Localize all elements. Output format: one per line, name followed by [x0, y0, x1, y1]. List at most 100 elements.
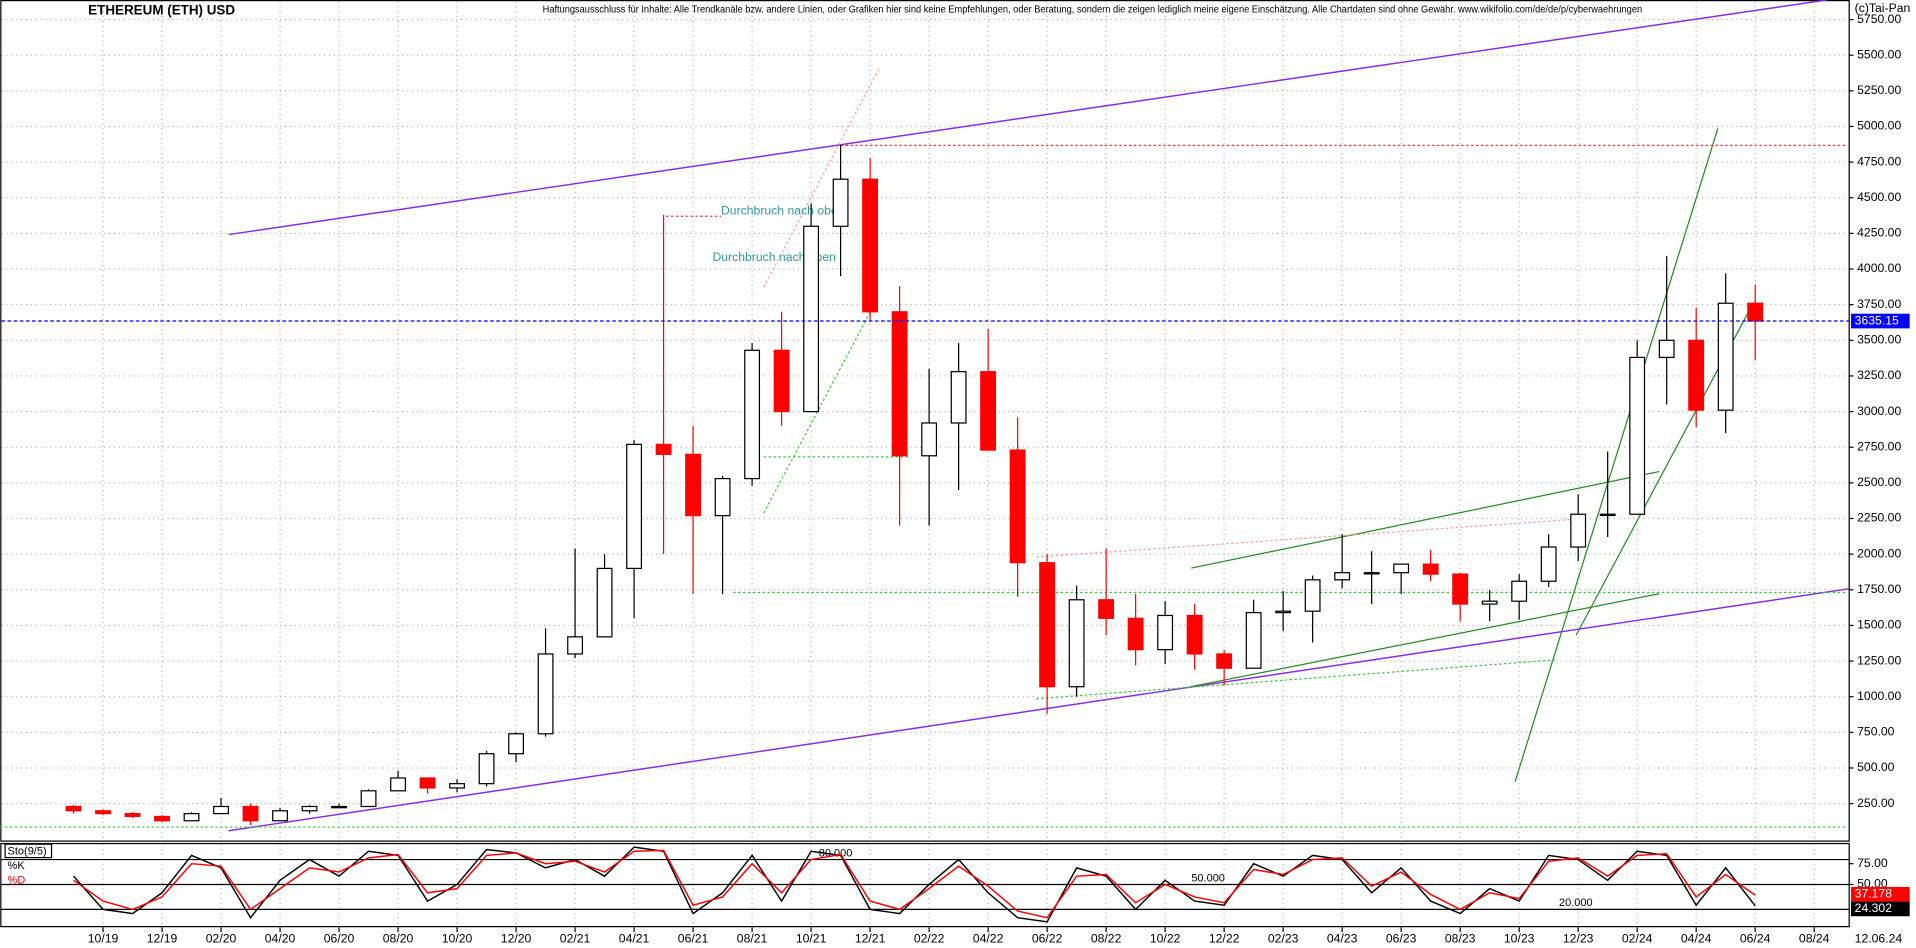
candle-body [95, 810, 111, 815]
y-tick-label: 2500.00 [1857, 475, 1901, 489]
chart-title: ETHEREUM (ETH) USD [88, 3, 235, 18]
candle-body [419, 777, 436, 789]
trend-line [1191, 470, 1660, 569]
candle-body [1127, 617, 1144, 651]
candle-body [685, 453, 702, 517]
candle-body [1452, 573, 1469, 605]
x-tick-label: 08/22 [1091, 932, 1122, 946]
trend-line [228, 588, 1849, 832]
candle-body [626, 443, 643, 570]
candle-body [1216, 653, 1233, 669]
x-tick-label: 02/23 [1268, 932, 1299, 946]
candle-body [213, 805, 229, 815]
y-tick-label: 2250.00 [1857, 511, 1901, 525]
candle-body [1629, 356, 1646, 515]
x-tick-label: 10/21 [796, 932, 827, 946]
candle-body [1245, 611, 1262, 669]
candle-body [655, 443, 672, 455]
candle-body [832, 178, 849, 227]
x-tick-label: 04/23 [1327, 932, 1358, 946]
x-tick-label: 02/20 [206, 932, 237, 946]
candle-body [1570, 513, 1587, 548]
candle-body [449, 783, 466, 789]
candle-body [1599, 513, 1616, 517]
x-tick-label: 12/23 [1563, 932, 1594, 946]
y-tick-label: 750.00 [1857, 725, 1895, 739]
x-tick-label: 06/22 [1032, 932, 1063, 946]
last-value-box [1851, 886, 1910, 902]
candle-body [1334, 572, 1351, 581]
x-tick-label: 12/20 [501, 932, 532, 946]
x-tick-label: 12/22 [1209, 932, 1240, 946]
x-tick-label: 04/20 [265, 932, 296, 946]
y-tick-label: 1750.00 [1857, 582, 1901, 596]
x-tick-label: 02/22 [914, 932, 945, 946]
x-tick-label: 04/24 [1681, 932, 1712, 946]
x-tick-label: 10/22 [1150, 932, 1181, 946]
trend-line [1191, 593, 1660, 688]
y-tick-label: 2000.00 [1857, 546, 1901, 560]
price-panel [0, 0, 1850, 842]
x-tick-label: 02/24 [1622, 932, 1653, 946]
candle-body [921, 422, 938, 457]
x-tick-label: 08/20 [383, 932, 414, 946]
last-value-label: 37.178 [1855, 886, 1893, 900]
candle-body [862, 178, 879, 313]
date-label: 12.06.24 [1855, 932, 1903, 946]
candle-body [1009, 449, 1026, 564]
indicator-title: Sto(9/5) [8, 845, 47, 857]
source: (c)Tai-Pan [1855, 1, 1911, 15]
candle-body [567, 636, 584, 655]
candle-body [1304, 579, 1321, 612]
candle-body [124, 813, 141, 818]
last-value-label: 24.302 [1855, 901, 1893, 915]
candle-body [301, 805, 318, 812]
candle-body [508, 733, 525, 755]
last-price-label: 3635.15 [1855, 313, 1899, 327]
stochastic-line [73, 849, 1756, 919]
candle-body [773, 349, 790, 413]
candle-body [891, 311, 908, 457]
candle-body [1393, 563, 1410, 574]
x-tick-label: 10/23 [1504, 932, 1535, 946]
trend-lines [0, 0, 1849, 832]
x-tick-label: 06/23 [1386, 932, 1417, 946]
candle-body [242, 805, 259, 822]
y-tick-label: 2750.00 [1857, 439, 1901, 453]
candle-body [183, 813, 200, 822]
y-tick-label: 5250.00 [1857, 83, 1901, 97]
candle-body [714, 477, 731, 517]
candle-body [65, 805, 82, 812]
indicator-box [4, 843, 53, 859]
x-tick-label: 08/21 [737, 932, 768, 946]
candle-body [1511, 580, 1528, 602]
y-tick-label: 250.00 [1857, 796, 1895, 810]
x-tick-label: 12/21 [855, 932, 886, 946]
candle-body [272, 810, 288, 822]
y-tick-label: 1000.00 [1857, 689, 1901, 703]
candle-body [1157, 614, 1174, 651]
y-tick-label: 1500.00 [1857, 618, 1901, 632]
candle-body [1540, 546, 1557, 582]
candle-body [478, 753, 495, 785]
x-tick-label: 04/22 [973, 932, 1004, 946]
y-tick-label: 75.00 [1857, 856, 1888, 870]
y-tick-label: 3750.00 [1857, 297, 1901, 311]
y-tick-label: 1250.00 [1857, 653, 1901, 667]
candle-body [1068, 599, 1085, 688]
candle-body [744, 349, 761, 480]
y-tick-label: 5000.00 [1857, 119, 1901, 133]
candle-body [1688, 339, 1705, 411]
candle-body [1039, 562, 1056, 688]
y-tick-label: 3500.00 [1857, 333, 1901, 347]
annotation: Durchbruch nach oben [721, 204, 844, 218]
y-tick-label: 4750.00 [1857, 154, 1901, 168]
candle-body [154, 815, 170, 822]
y-tick-label: 500.00 [1857, 760, 1895, 774]
legend-entry: %D [8, 875, 26, 887]
y-tick-label: 4250.00 [1857, 226, 1901, 240]
x-tick-label: 12/19 [147, 932, 178, 946]
candle-body [1186, 614, 1203, 655]
candle-body [1363, 572, 1380, 575]
